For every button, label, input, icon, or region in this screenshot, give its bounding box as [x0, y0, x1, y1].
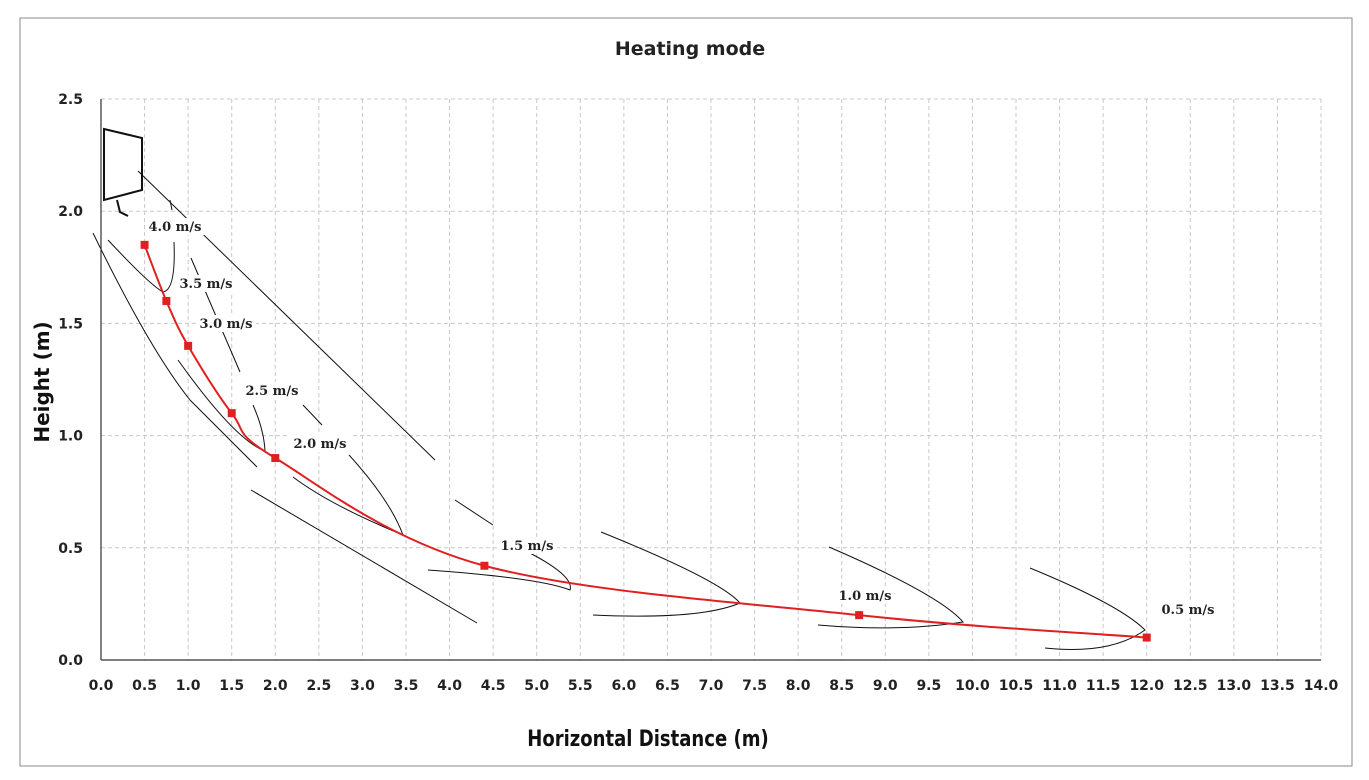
data-point: [855, 611, 864, 620]
x-tick-label: 13.5: [1260, 678, 1295, 694]
data-point: [271, 454, 280, 463]
data-point: [480, 561, 489, 570]
x-axis-label: Horizontal Distance (m): [527, 725, 769, 751]
velocity-label: 2.5 m/s: [246, 384, 299, 399]
y-tick-label: 1.5: [58, 316, 83, 332]
x-tick-label: 10.5: [999, 678, 1034, 694]
x-tick-label: 14.0: [1304, 678, 1339, 694]
x-tick-label: 3.5: [394, 678, 419, 694]
envelope-curve: [92, 232, 258, 468]
x-tick-label: 11.0: [1042, 678, 1077, 694]
envelope-curve: [817, 546, 964, 629]
axes: 0.0 0.5 1.0 1.5 2.0 2.5 3.0 3.5 4.0 4.5 5.0 5.5 6.0 6…: [58, 92, 1338, 694]
x-tick-label: 12.5: [1173, 678, 1208, 694]
velocity-label: 0.5 m/s: [1162, 603, 1215, 618]
x-tick-label: 12.0: [1129, 678, 1164, 694]
y-tick-label: 2.5: [58, 92, 83, 108]
data-point: [140, 240, 149, 249]
chart-border: [19, 17, 1353, 767]
annotation-bg: [497, 537, 557, 554]
data-point: [162, 296, 171, 305]
y-tick-label: 0.5: [58, 541, 83, 557]
envelope-curve: [302, 404, 323, 426]
x-tick-label: 11.5: [1086, 678, 1121, 694]
x-tick-label: 0.0: [89, 678, 114, 694]
annotations: 4.0 m/s 3.5 m/s 3.0 m/s 2.5 m/s 2.0 m/s 1.5 m…: [145, 218, 1218, 618]
velocity-label: 1.5 m/s: [501, 539, 554, 554]
x-tick-label: 8.0: [786, 678, 811, 694]
data-point: [1142, 633, 1151, 642]
x-tick-label: 6.0: [611, 678, 636, 694]
grid: [101, 98, 1322, 660]
x-tick-label: 2.0: [263, 678, 288, 694]
velocity-label: 2.0 m/s: [294, 437, 347, 452]
x-tick-label: 7.5: [742, 678, 767, 694]
chart-title: Heating mode: [615, 38, 765, 60]
annotation-bg: [145, 218, 205, 235]
envelope-curve: [454, 499, 494, 526]
x-tick-label: 5.5: [568, 678, 593, 694]
x-tick-label: 5.0: [524, 678, 549, 694]
annotation-bg: [1158, 601, 1218, 618]
envelope-curve: [250, 489, 478, 624]
y-axis-label: Height (m): [30, 321, 54, 442]
velocity-label: 3.0 m/s: [200, 317, 253, 332]
velocity-label: 1.0 m/s: [839, 589, 892, 604]
annotation-bg: [290, 435, 350, 452]
data-point: [227, 409, 236, 418]
envelope-curve: [427, 547, 571, 591]
x-tick-label: 0.5: [132, 678, 157, 694]
envelope-curve: [169, 199, 173, 211]
x-tick-label: 8.5: [829, 678, 854, 694]
envelope-curve: [1029, 567, 1146, 650]
annotation-bg: [242, 382, 302, 399]
velocity-label: 3.5 m/s: [180, 277, 233, 292]
data-point: [184, 341, 193, 350]
x-tick-label: 10.0: [955, 678, 990, 694]
x-tick-label: 7.0: [699, 678, 724, 694]
x-tick-label: 1.0: [176, 678, 201, 694]
y-tick-label: 2.0: [58, 204, 83, 220]
series-line: [143, 244, 1147, 639]
x-tick-label: 2.5: [306, 678, 331, 694]
y-tick-label: 1.0: [58, 429, 83, 445]
x-tick-label: 9.0: [873, 678, 898, 694]
annotation-bg: [176, 275, 236, 292]
x-tick-label: 6.5: [655, 678, 680, 694]
y-tick-label: 0.0: [58, 653, 83, 669]
x-tick-label: 3.0: [350, 678, 375, 694]
x-tick-label: 9.5: [916, 678, 941, 694]
x-tick-label: 4.0: [437, 678, 462, 694]
annotation-bg: [196, 315, 256, 332]
indoor-unit-icon: [103, 127, 143, 217]
x-tick-label: 1.5: [219, 678, 244, 694]
x-tick-label: 13.0: [1217, 678, 1252, 694]
velocity-label: 4.0 m/s: [149, 220, 202, 235]
series-air-throw: [140, 240, 1151, 642]
x-tick-label: 4.5: [481, 678, 506, 694]
annotation-bg: [835, 587, 895, 604]
